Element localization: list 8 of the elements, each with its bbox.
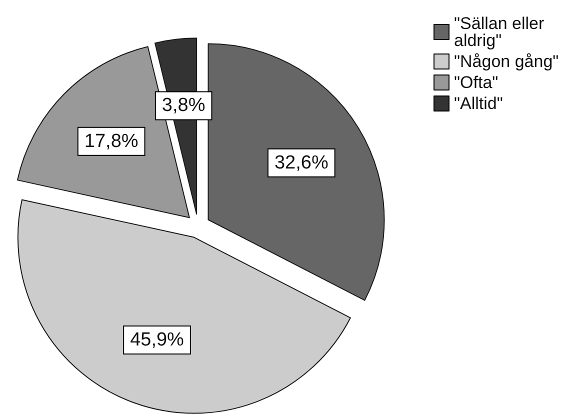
legend-label: "Någon gång": [454, 52, 559, 71]
legend-label: "Sällan eller aldrig": [454, 14, 549, 50]
legend-label: "Ofta": [454, 73, 498, 92]
data-label: 3,8%: [162, 95, 206, 116]
legend-label: "Alltid": [454, 94, 503, 113]
data-label: 32,6%: [274, 152, 328, 174]
data-label: 45,9%: [130, 329, 184, 350]
data-label: 17,8%: [84, 130, 138, 152]
